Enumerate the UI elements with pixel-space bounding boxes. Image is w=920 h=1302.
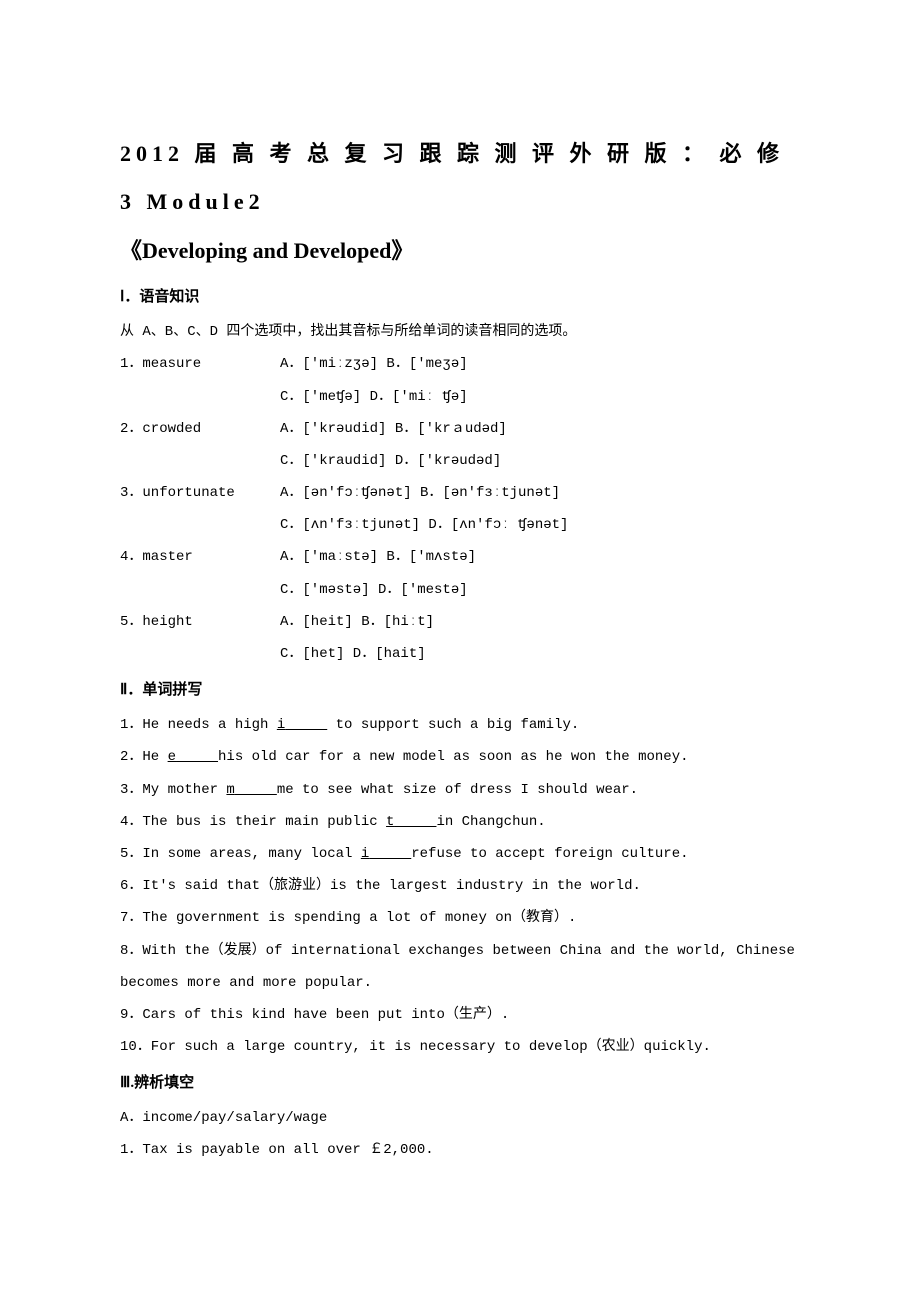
q3-row2: C．[ʌn'fɜːtjunət] D．[ʌn'fɔː ʧənət] [120, 509, 800, 541]
q4-num: 4．master [120, 541, 280, 573]
s2-i3-letter: m [226, 782, 234, 798]
q1-row2: C．['meʧə] D．['miː ʧə] [120, 381, 800, 413]
q2-row1: 2．crowded A．['krəudid] B．['krａudəd] [120, 413, 800, 445]
s2-i2-pre: 2．He [120, 749, 168, 765]
s2-i4-post: in Changchun. [436, 814, 545, 830]
s2-i3-pre: 3．My mother [120, 782, 226, 798]
s2-i2-blank [176, 749, 218, 765]
s2-item4: 4．The bus is their main public t in Chan… [120, 806, 800, 838]
s2-item2: 2．He e his old car for a new model as so… [120, 741, 800, 773]
s3-a-label: A．income/pay/salary/wage [120, 1102, 800, 1134]
title-line-1: 2012 届 高 考 总 复 习 跟 踪 测 评 外 研 版 ： 必 修 3 M… [120, 130, 800, 227]
s2-i4-blank [394, 814, 436, 830]
q2-num: 2．crowded [120, 413, 280, 445]
q5-row1: 5．height A．[heit] B．[hiːt] [120, 606, 800, 638]
s2-i1-post: to support such a big family. [327, 717, 579, 733]
q2-opts2: C．['kraudid] D．['krəudəd] [280, 445, 800, 477]
q5-opts2: C．[het] D．[hait] [280, 638, 800, 670]
section1-instruction: 从 A、B、C、D 四个选项中，找出其音标与所给单词的读音相同的选项。 [120, 316, 800, 348]
s2-i5-blank [369, 846, 411, 862]
section3-header: Ⅲ.辨析填空 [120, 1071, 800, 1092]
section1-header: Ⅰ．语音知识 [120, 285, 800, 306]
s2-i4-pre: 4．The bus is their main public [120, 814, 386, 830]
q1-opts1: A．['miːzʒə] B．['meʒə] [280, 348, 800, 380]
s2-i1-letter: i [277, 717, 285, 733]
s2-item5: 5．In some areas, many local i refuse to … [120, 838, 800, 870]
s2-item7: 7．The government is spending a lot of mo… [120, 902, 800, 934]
page-container: 2012 届 高 考 总 复 习 跟 踪 测 评 外 研 版 ： 必 修 3 M… [0, 0, 920, 1247]
q5-row2: C．[het] D．[hait] [120, 638, 800, 670]
s2-item9: 9．Cars of this kind have been put into（生… [120, 999, 800, 1031]
s2-i5-letter: i [361, 846, 369, 862]
s2-i3-post: me to see what size of dress I should we… [277, 782, 638, 798]
s2-item6: 6．It's said that（旅游业）is the largest indu… [120, 870, 800, 902]
section2-header: Ⅱ．单词拼写 [120, 678, 800, 699]
s2-i3-blank [235, 782, 277, 798]
q1-num: 1．measure [120, 348, 280, 380]
q3-row1: 3．unfortunate A．[ən'fɔːʧənət] B．[ən'fɜːt… [120, 477, 800, 509]
q5-num: 5．height [120, 606, 280, 638]
s2-i2-letter: e [168, 749, 176, 765]
q1-row1: 1．measure A．['miːzʒə] B．['meʒə] [120, 348, 800, 380]
s2-item3: 3．My mother m me to see what size of dre… [120, 774, 800, 806]
s3-item1: 1．Tax is payable on all over ￡2,000. [120, 1134, 800, 1166]
q5-opts1: A．[heit] B．[hiːt] [280, 606, 800, 638]
q4-opts1: A．['maːstə] B．['mʌstə] [280, 541, 800, 573]
q4-opts2: C．['məstə] D．['mestə] [280, 574, 800, 606]
q3-opts2: C．[ʌn'fɜːtjunət] D．[ʌn'fɔː ʧənət] [280, 509, 800, 541]
s2-i2-post: his old car for a new model as soon as h… [218, 749, 688, 765]
q3-num: 3．unfortunate [120, 477, 280, 509]
s2-i1-pre: 1．He needs a high [120, 717, 277, 733]
q3-opts1: A．[ən'fɔːʧənət] B．[ən'fɜːtjunət] [280, 477, 800, 509]
q1-opts2: C．['meʧə] D．['miː ʧə] [280, 381, 800, 413]
s2-i1-blank [285, 717, 327, 733]
s2-item10: 10．For such a large country, it is neces… [120, 1031, 800, 1063]
q4-row1: 4．master A．['maːstə] B．['mʌstə] [120, 541, 800, 573]
title-line-2: 《Developing and Developed》 [120, 227, 800, 275]
q4-row2: C．['məstə] D．['mestə] [120, 574, 800, 606]
q2-opts1: A．['krəudid] B．['krａudəd] [280, 413, 800, 445]
s2-i5-post: refuse to accept foreign culture. [411, 846, 688, 862]
q2-row2: C．['kraudid] D．['krəudəd] [120, 445, 800, 477]
s2-item1: 1．He needs a high i to support such a bi… [120, 709, 800, 741]
s2-item8: 8．With the（发展）of international exchanges… [120, 935, 800, 999]
s2-i5-pre: 5．In some areas, many local [120, 846, 361, 862]
